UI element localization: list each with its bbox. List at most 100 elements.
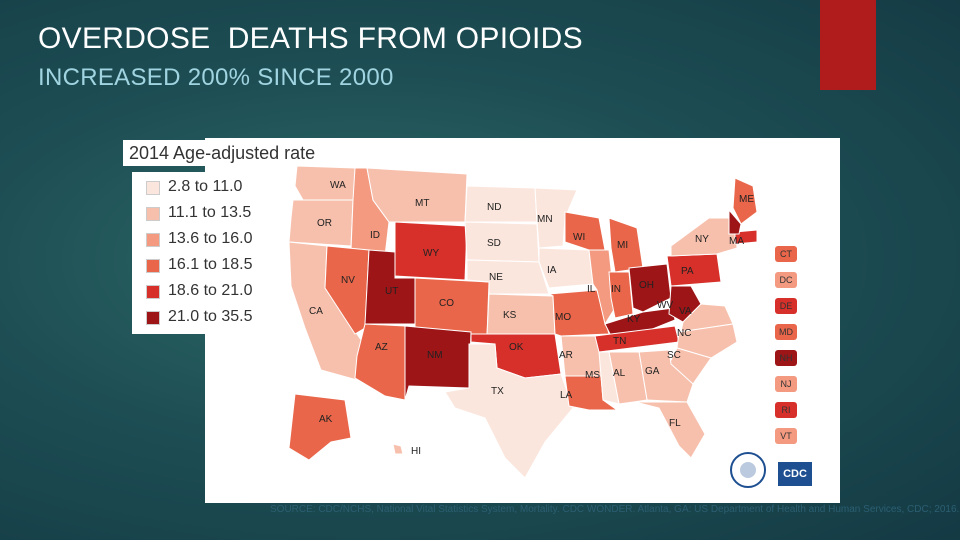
- legend-swatch: [146, 181, 160, 195]
- label-OH: OH: [639, 280, 654, 291]
- slide-title: OVERDOSE DEATHS FROM OPIOIDS: [38, 22, 583, 55]
- state-NC: [676, 323, 738, 359]
- state-PA: [666, 253, 722, 287]
- label-LA: LA: [560, 390, 573, 401]
- label-TX: TX: [491, 386, 504, 397]
- legend-swatch: [146, 259, 160, 273]
- state-AZ: [354, 323, 406, 401]
- state-NH: [728, 208, 742, 235]
- label-AK: AK: [319, 414, 333, 425]
- legend-swatch: [146, 311, 160, 325]
- state-NV: [324, 245, 370, 335]
- state-FL: [634, 401, 706, 459]
- label-OK: OK: [509, 342, 524, 353]
- side-state-badge: DE: [775, 298, 797, 314]
- label-MO: MO: [555, 312, 571, 323]
- legend-item: 2.8 to 11.0: [132, 177, 262, 199]
- legend-title: 2014 Age-adjusted rate: [123, 140, 322, 166]
- state-IA: [538, 247, 594, 289]
- state-MT: [366, 167, 468, 223]
- state-OH: [628, 263, 672, 313]
- state-AK: [288, 393, 352, 461]
- state-KS: [486, 293, 556, 337]
- label-WY: WY: [423, 248, 439, 259]
- label-ID: ID: [370, 230, 380, 241]
- state-NM: [404, 325, 472, 401]
- state-SD: [464, 221, 540, 263]
- label-MS: MS: [585, 370, 600, 381]
- hhs-seal-icon: [730, 452, 766, 488]
- label-WI: WI: [573, 232, 585, 243]
- source-note: SOURCE: CDC/NCHS, National Vital Statist…: [270, 504, 960, 515]
- label-IL: IL: [587, 284, 596, 295]
- label-WV: WV: [657, 300, 673, 311]
- side-state-badge: DC: [775, 272, 797, 288]
- state-MS: [598, 351, 620, 405]
- label-ME: ME: [739, 194, 754, 205]
- state-TX: [444, 343, 574, 479]
- label-PA: PA: [681, 266, 694, 277]
- state-WA: [294, 165, 356, 201]
- label-ND: ND: [487, 202, 501, 213]
- label-FL: FL: [669, 418, 681, 429]
- label-HI: HI: [411, 446, 421, 457]
- state-IN: [608, 271, 634, 319]
- label-NY: NY: [695, 234, 709, 245]
- legend-label: 18.6 to 21.0: [168, 282, 253, 299]
- label-IN: IN: [611, 284, 621, 295]
- label-MT: MT: [415, 198, 429, 209]
- state-MA: [734, 229, 758, 245]
- map-panel: WA OR CA ID NV MT WY UT CO AZ NM ND SD N…: [205, 138, 840, 503]
- us-map: WA OR CA ID NV MT WY UT CO AZ NM ND SD N…: [288, 165, 758, 479]
- label-IA: IA: [547, 265, 557, 276]
- state-VA: [680, 303, 734, 333]
- legend: 2.8 to 11.0 11.1 to 13.5 13.6 to 16.0 16…: [132, 172, 262, 334]
- state-NY: [670, 217, 738, 257]
- side-state-badge: NJ: [775, 376, 797, 392]
- label-MI: MI: [617, 240, 628, 251]
- label-AR: AR: [559, 350, 573, 361]
- legend-swatch: [146, 285, 160, 299]
- label-MN: MN: [537, 214, 553, 225]
- label-CO: CO: [439, 298, 454, 309]
- label-AL: AL: [613, 368, 626, 379]
- legend-label: 21.0 to 35.5: [168, 308, 253, 325]
- legend-item: 11.1 to 13.5: [132, 203, 262, 225]
- label-SC: SC: [667, 350, 681, 361]
- label-UT: UT: [385, 286, 398, 297]
- legend-label: 16.1 to 18.5: [168, 256, 253, 273]
- label-NC: NC: [677, 328, 691, 339]
- label-CA: CA: [309, 306, 323, 317]
- legend-label: 11.1 to 13.5: [168, 204, 252, 221]
- legend-item: 21.0 to 35.5: [132, 307, 262, 329]
- cdc-logo: CDC: [778, 462, 812, 486]
- state-OR: [288, 199, 354, 247]
- label-VA: VA: [679, 306, 692, 317]
- side-state-badge: CT: [775, 246, 797, 262]
- label-KS: KS: [503, 310, 517, 321]
- label-SD: SD: [487, 238, 501, 249]
- label-NM: NM: [427, 350, 443, 361]
- accent-block: [820, 0, 876, 90]
- side-state-badge: VT: [775, 428, 797, 444]
- label-WA: WA: [330, 180, 346, 191]
- label-TN: TN: [613, 336, 626, 347]
- label-MA: MA: [729, 236, 744, 247]
- legend-item: 18.6 to 21.0: [132, 281, 262, 303]
- legend-item: 16.1 to 18.5: [132, 255, 262, 277]
- legend-swatch: [146, 233, 160, 247]
- side-state-badge: MD: [775, 324, 797, 340]
- state-labels: WA OR CA ID NV MT WY UT CO AZ NM ND SD N…: [309, 180, 754, 457]
- label-NV: NV: [341, 275, 355, 286]
- side-state-badge: NH: [775, 350, 797, 366]
- label-NE: NE: [489, 272, 503, 283]
- state-MN: [534, 187, 578, 249]
- side-state-badge: RI: [775, 402, 797, 418]
- state-HI: [392, 443, 404, 455]
- legend-label: 13.6 to 16.0: [168, 230, 253, 247]
- label-OR: OR: [317, 218, 332, 229]
- state-WI: [564, 211, 606, 251]
- state-ME: [732, 177, 758, 225]
- label-KY: KY: [627, 314, 641, 325]
- legend-swatch: [146, 207, 160, 221]
